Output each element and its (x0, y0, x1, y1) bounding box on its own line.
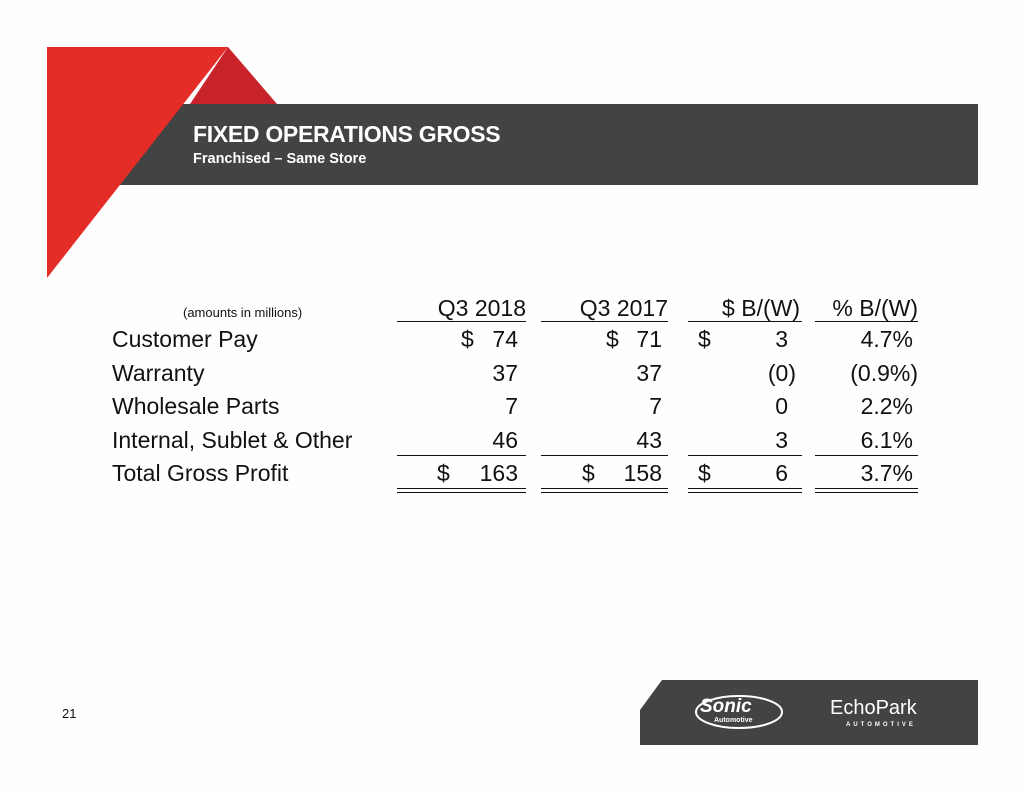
subtotal-rule (397, 455, 526, 456)
value-q3-2017: 37 (636, 360, 662, 386)
value-q3-2017: 43 (636, 427, 662, 453)
amounts-note: (amounts in millions) (183, 305, 303, 320)
value-pct-bw: 6.1% (860, 427, 913, 453)
value-dollar-bw: 3 (775, 326, 788, 352)
value-q3-2018: 37 (492, 360, 518, 386)
value-pct-bw: (0.9%) (850, 360, 918, 386)
row-label: Customer Pay (112, 326, 258, 352)
value-q3-2017: 7 (649, 393, 662, 419)
total-double-rule (688, 488, 802, 493)
row-label: Warranty (112, 360, 205, 386)
value-q3-2018: 74 (492, 326, 518, 352)
value-pct-bw: 3.7% (860, 460, 913, 486)
value-q3-2017: 71 (636, 326, 662, 352)
echopark-logo-subtext: AUTOMOTIVE (846, 722, 916, 728)
total-double-rule (541, 488, 668, 493)
subtotal-rule (815, 455, 918, 456)
row-label: Total Gross Profit (112, 460, 289, 486)
value-q3-2018: 7 (505, 393, 518, 419)
col-header-q3-2017: Q3 2017 (579, 295, 668, 321)
subtotal-rule (688, 455, 802, 456)
value-pct-bw: 4.7% (860, 326, 913, 352)
total-double-rule (815, 488, 918, 493)
red-triangle (47, 47, 228, 278)
value-dollar-bw: (0) (767, 360, 796, 386)
page-subtitle: Franchised – Same Store (193, 151, 367, 167)
header-rule (815, 321, 918, 322)
row-label: Wholesale Parts (112, 393, 280, 419)
value-dollar-bw: 0 (775, 393, 788, 419)
currency-symbol: $ (582, 460, 595, 486)
value-dollar-bw: 6 (775, 460, 788, 486)
sonic-logo-ellipse-icon (695, 695, 783, 729)
footer-band (640, 680, 978, 745)
page-number: 21 (62, 706, 77, 721)
col-header-q3-2018: Q3 2018 (437, 295, 526, 321)
subtotal-rule (541, 455, 668, 456)
currency-symbol: $ (606, 326, 619, 352)
sonic-logo-text: Sonic (700, 696, 752, 717)
col-header-dollar-bw: $ B/(W) (722, 295, 800, 321)
header-rule (541, 321, 668, 322)
value-dollar-bw: 3 (775, 427, 788, 453)
header-band (88, 104, 978, 185)
col-header-pct-bw: % B/(W) (832, 295, 918, 321)
currency-symbol: $ (437, 460, 450, 486)
total-double-rule (397, 488, 526, 493)
page-title: FIXED OPERATIONS GROSS (193, 121, 501, 147)
header-rule (688, 321, 802, 322)
value-q3-2018: 46 (492, 427, 518, 453)
row-label: Internal, Sublet & Other (112, 427, 353, 453)
currency-symbol: $ (698, 326, 711, 352)
echopark-logo: EchoPark (830, 697, 917, 719)
sonic-logo-subtext: Automotive (714, 717, 753, 724)
value-q3-2018: 163 (479, 460, 518, 486)
dark-red-triangle (190, 47, 277, 104)
currency-symbol: $ (698, 460, 711, 486)
value-pct-bw: 2.2% (860, 393, 913, 419)
currency-symbol: $ (461, 326, 474, 352)
header-rule (397, 321, 526, 322)
sonic-automotive-logo: Sonic Automotive (694, 694, 784, 730)
value-q3-2017: 158 (623, 460, 662, 486)
